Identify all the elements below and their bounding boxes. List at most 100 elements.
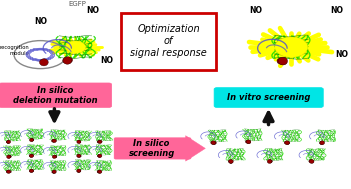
Ellipse shape	[98, 155, 101, 157]
Ellipse shape	[54, 155, 57, 158]
Ellipse shape	[52, 155, 56, 158]
Text: NO: NO	[336, 50, 349, 59]
Ellipse shape	[310, 160, 313, 163]
Ellipse shape	[30, 155, 33, 157]
Ellipse shape	[98, 170, 102, 173]
Ellipse shape	[78, 155, 81, 157]
Ellipse shape	[62, 58, 70, 63]
Ellipse shape	[77, 140, 81, 143]
Ellipse shape	[66, 57, 73, 63]
Ellipse shape	[29, 169, 33, 172]
Ellipse shape	[284, 141, 288, 144]
Ellipse shape	[98, 141, 101, 143]
FancyBboxPatch shape	[0, 83, 112, 107]
Ellipse shape	[52, 171, 55, 173]
Ellipse shape	[267, 160, 272, 163]
Ellipse shape	[7, 155, 11, 158]
FancyBboxPatch shape	[121, 13, 216, 70]
Ellipse shape	[31, 170, 34, 172]
Ellipse shape	[98, 155, 101, 157]
Ellipse shape	[97, 171, 100, 173]
Ellipse shape	[53, 156, 57, 158]
Ellipse shape	[97, 170, 100, 173]
Ellipse shape	[285, 141, 290, 145]
Ellipse shape	[77, 140, 80, 143]
Ellipse shape	[31, 154, 34, 157]
Ellipse shape	[77, 169, 81, 172]
Ellipse shape	[53, 155, 57, 158]
Ellipse shape	[98, 171, 101, 173]
Ellipse shape	[6, 141, 10, 143]
Ellipse shape	[229, 160, 233, 163]
Ellipse shape	[228, 160, 232, 163]
Ellipse shape	[268, 160, 272, 163]
Ellipse shape	[8, 170, 12, 173]
FancyBboxPatch shape	[214, 88, 323, 107]
Ellipse shape	[245, 140, 249, 143]
Text: Optimization
of
signal response: Optimization of signal response	[130, 25, 207, 58]
Ellipse shape	[78, 154, 81, 157]
Text: In silico
screening: In silico screening	[128, 139, 175, 158]
Ellipse shape	[211, 141, 214, 144]
Ellipse shape	[77, 155, 80, 157]
Ellipse shape	[7, 170, 11, 173]
Ellipse shape	[63, 57, 72, 64]
Ellipse shape	[53, 171, 56, 173]
Ellipse shape	[78, 170, 81, 172]
Ellipse shape	[309, 160, 314, 163]
Ellipse shape	[213, 141, 217, 144]
Ellipse shape	[52, 139, 56, 143]
Ellipse shape	[39, 59, 48, 66]
Ellipse shape	[8, 155, 11, 158]
Ellipse shape	[278, 57, 287, 65]
Ellipse shape	[320, 142, 323, 145]
Ellipse shape	[320, 141, 324, 144]
Ellipse shape	[8, 155, 11, 158]
Ellipse shape	[286, 142, 289, 144]
Ellipse shape	[97, 141, 100, 143]
Ellipse shape	[97, 155, 101, 157]
Ellipse shape	[31, 139, 34, 141]
Ellipse shape	[29, 170, 32, 172]
Text: NO: NO	[86, 6, 100, 15]
Ellipse shape	[29, 155, 32, 157]
Ellipse shape	[65, 41, 86, 53]
Ellipse shape	[320, 142, 323, 144]
Ellipse shape	[7, 156, 11, 158]
Ellipse shape	[212, 142, 216, 145]
Ellipse shape	[29, 154, 33, 157]
Ellipse shape	[98, 140, 102, 143]
Ellipse shape	[229, 160, 233, 163]
Ellipse shape	[53, 139, 57, 142]
Ellipse shape	[279, 59, 287, 65]
Text: NO: NO	[250, 6, 263, 15]
Ellipse shape	[78, 140, 81, 143]
Ellipse shape	[29, 138, 33, 142]
Ellipse shape	[320, 141, 325, 145]
Ellipse shape	[275, 37, 308, 57]
Ellipse shape	[98, 154, 102, 157]
Text: EGFP: EGFP	[68, 1, 86, 7]
Ellipse shape	[31, 169, 34, 172]
Ellipse shape	[7, 140, 11, 143]
Ellipse shape	[247, 141, 251, 143]
Text: NO: NO	[100, 56, 114, 65]
Ellipse shape	[277, 58, 285, 64]
Ellipse shape	[99, 140, 102, 143]
Ellipse shape	[309, 160, 312, 163]
Text: In silico
deletion mutation: In silico deletion mutation	[13, 85, 98, 105]
Ellipse shape	[77, 170, 81, 172]
Ellipse shape	[269, 160, 272, 163]
Ellipse shape	[277, 59, 285, 64]
Ellipse shape	[268, 160, 272, 163]
Ellipse shape	[246, 140, 251, 144]
Polygon shape	[186, 136, 205, 161]
Text: In vitro screening: In vitro screening	[227, 93, 310, 102]
Ellipse shape	[52, 171, 55, 173]
Ellipse shape	[211, 141, 216, 145]
Ellipse shape	[286, 141, 290, 144]
Ellipse shape	[52, 139, 55, 142]
Ellipse shape	[246, 140, 250, 143]
Ellipse shape	[7, 141, 10, 143]
Ellipse shape	[310, 160, 314, 163]
